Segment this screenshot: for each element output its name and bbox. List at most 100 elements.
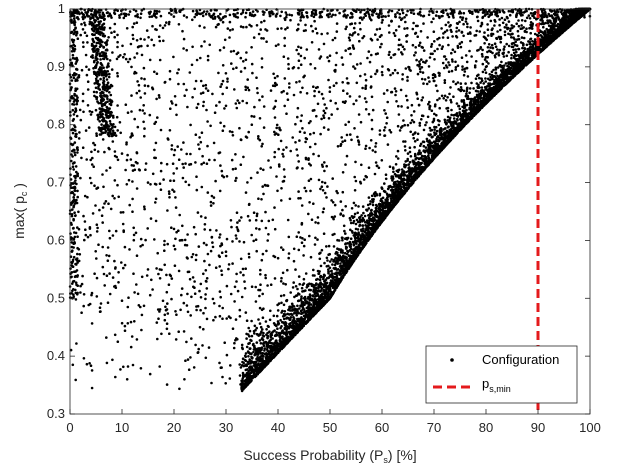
scatter-point <box>245 345 249 349</box>
scatter-point <box>203 223 207 226</box>
scatter-point <box>83 31 87 34</box>
scatter-point <box>392 31 396 35</box>
scatter-point <box>257 288 260 292</box>
scatter-point <box>361 18 364 21</box>
scatter-point <box>222 46 226 49</box>
scatter-point <box>314 236 317 240</box>
scatter-point <box>250 319 253 323</box>
scatter-point <box>350 207 354 210</box>
scatter-point <box>440 14 443 18</box>
scatter-point <box>143 207 146 211</box>
scatter-point <box>393 87 397 90</box>
scatter-point <box>371 108 375 112</box>
scatter-point <box>92 165 95 168</box>
scatter-point <box>190 63 194 67</box>
scatter-point <box>234 167 237 170</box>
scatter-point <box>463 70 467 73</box>
scatter-point <box>323 169 326 173</box>
scatter-point <box>384 173 388 176</box>
scatter-point <box>171 188 174 192</box>
scatter-point <box>422 22 425 25</box>
scatter-point <box>260 198 263 201</box>
scatter-point <box>215 104 218 107</box>
scatter-point <box>314 142 317 146</box>
scatter-point <box>334 256 338 260</box>
scatter-point <box>82 214 85 218</box>
scatter-point <box>272 314 276 318</box>
scatter-point <box>120 321 124 325</box>
scatter-point <box>194 161 197 164</box>
scatter-point <box>208 228 212 232</box>
scatter-point <box>344 163 347 166</box>
scatter-point <box>427 76 430 79</box>
scatter-point <box>158 308 162 311</box>
scatter-point <box>115 115 119 119</box>
scatter-point <box>102 185 105 189</box>
scatter-point <box>124 57 128 61</box>
scatter-point <box>273 76 277 80</box>
scatter-point <box>314 27 318 31</box>
scatter-point <box>309 189 312 193</box>
scatter-point <box>297 197 300 200</box>
scatter-point <box>74 378 77 382</box>
scatter-point <box>154 183 158 186</box>
scatter-point <box>175 313 178 317</box>
scatter-point <box>541 21 544 24</box>
scatter-point <box>525 43 529 47</box>
scatter-point <box>95 295 99 298</box>
scatter-point <box>458 111 461 114</box>
scatter-point <box>220 242 223 245</box>
scatter-point <box>155 72 159 75</box>
scatter-point <box>359 182 363 185</box>
scatter-point <box>89 233 92 237</box>
scatter-point <box>90 322 94 325</box>
scatter-point <box>264 276 268 280</box>
scatter-point <box>331 13 335 17</box>
scatter-point <box>139 305 142 309</box>
scatter-point <box>352 102 356 106</box>
scatter-point <box>245 25 248 29</box>
scatter-point <box>529 31 532 35</box>
scatter-point <box>119 211 123 214</box>
scatter-point <box>309 255 313 259</box>
scatter-point <box>233 88 236 91</box>
scatter-point <box>479 24 483 28</box>
scatter-point <box>356 135 359 139</box>
scatter-point <box>454 60 457 64</box>
scatter-point <box>117 271 120 274</box>
scatter-point <box>480 52 484 56</box>
scatter-point <box>418 44 421 47</box>
scatter-point <box>465 89 469 93</box>
scatter-point <box>107 36 110 39</box>
scatter-point <box>184 359 187 363</box>
scatter-point <box>449 98 453 102</box>
scatter-point <box>322 114 325 117</box>
scatter-point <box>199 140 203 144</box>
scatter-point <box>435 129 439 133</box>
scatter-point <box>304 23 307 27</box>
scatter-point <box>137 83 141 87</box>
scatter-point <box>334 252 338 255</box>
scatter-point <box>87 303 90 307</box>
scatter-point <box>443 94 447 98</box>
scatter-point <box>302 244 306 248</box>
scatter-point <box>205 162 209 165</box>
scatter-point <box>266 284 269 287</box>
scatter-point <box>374 145 377 148</box>
scatter-point <box>388 165 392 168</box>
scatter-point <box>75 342 78 345</box>
scatter-point <box>493 24 496 27</box>
scatter-point <box>158 310 161 313</box>
scatter-point <box>353 175 357 179</box>
scatter-point <box>300 286 304 290</box>
scatter-point <box>280 27 283 30</box>
scatter-point <box>507 44 511 48</box>
scatter-point <box>92 90 96 94</box>
scatter-point <box>383 126 387 129</box>
scatter-point <box>282 55 286 58</box>
scatter-point <box>81 274 84 278</box>
scatter-point <box>485 38 489 42</box>
scatter-point <box>359 120 363 124</box>
scatter-point <box>159 128 163 132</box>
scatter-point <box>448 63 451 67</box>
